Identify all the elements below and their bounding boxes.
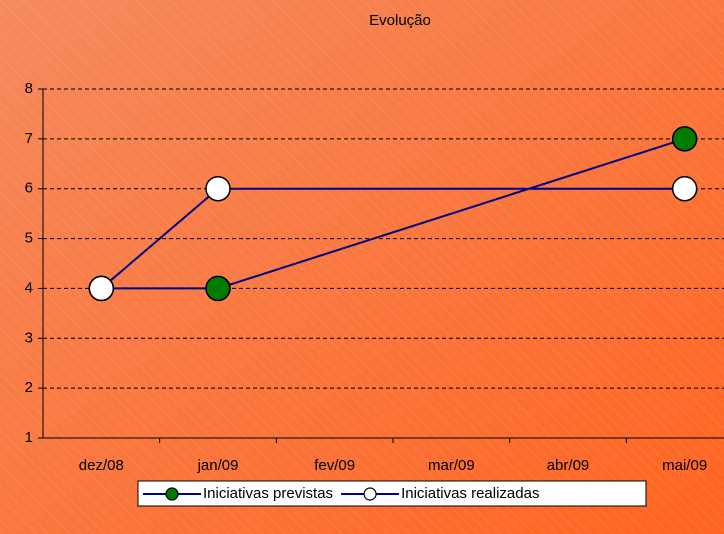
- x-tick-label: mai/09: [662, 457, 707, 474]
- x-tick-label: jan/09: [197, 457, 239, 474]
- legend-label: Iniciativas realizadas: [401, 485, 539, 502]
- legend-marker: [363, 487, 377, 501]
- data-point: [205, 275, 231, 302]
- series-line: [217, 137, 685, 290]
- x-tick-label: abr/09: [547, 457, 590, 474]
- legend: Iniciativas previstas Iniciativas realiza…: [137, 480, 647, 507]
- y-tick-label: 6: [25, 180, 33, 197]
- y-tick-label: 4: [25, 279, 33, 296]
- series-line: [100, 187, 219, 290]
- y-tick-label: 5: [25, 230, 33, 247]
- legend-marker: [165, 487, 179, 501]
- y-tick-label: 7: [25, 130, 33, 147]
- y-tick-label: 1: [25, 429, 33, 446]
- data-point: [88, 275, 115, 302]
- y-tick-label: 3: [25, 329, 33, 346]
- x-tick-label: mar/09: [428, 457, 475, 474]
- data-point: [671, 126, 698, 152]
- chart-title: Evolução: [369, 12, 431, 29]
- data-point: [205, 175, 231, 202]
- legend-label: Iniciativas previstas: [203, 485, 333, 502]
- y-tick-label: 2: [25, 379, 33, 396]
- x-tick-label: dez/08: [79, 457, 124, 474]
- x-tick-label: fev/09: [314, 457, 355, 474]
- y-tick-label: 8: [25, 80, 33, 97]
- data-point: [671, 175, 698, 202]
